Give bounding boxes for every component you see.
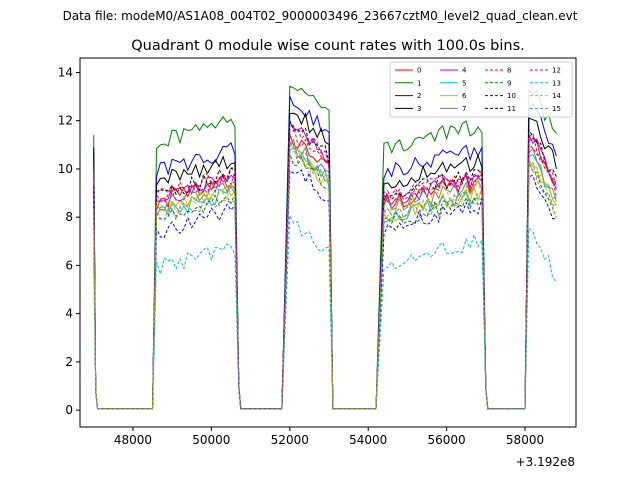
series-line-4: [93, 119, 557, 410]
series-line-5: [93, 147, 557, 410]
x-tick-label: 58000: [506, 433, 544, 447]
chart-title: Quadrant 0 module wise count rates with …: [131, 38, 525, 54]
x-tick-label: 50000: [192, 433, 230, 447]
y-tick-label: 0: [65, 403, 73, 417]
legend-label-12: 12: [552, 67, 561, 75]
legend-label-5: 5: [462, 79, 466, 87]
series-line-15: [93, 139, 557, 410]
legend-box: [389, 61, 573, 118]
x-tick-label: 52000: [271, 433, 309, 447]
series-line-8: [93, 121, 557, 410]
legend-label-3: 3: [417, 105, 421, 113]
series-line-9: [93, 153, 557, 410]
y-tick-label: 14: [58, 65, 73, 79]
legend-label-7: 7: [462, 105, 466, 113]
legend-label-2: 2: [417, 92, 421, 100]
y-axis: 0 2 4 6 8 10 12 14: [58, 65, 80, 417]
series-lines: [93, 85, 557, 410]
legend-label-14: 14: [552, 92, 561, 100]
plot-frame: [79, 57, 577, 428]
y-tick-label: 6: [65, 258, 73, 272]
y-tick-label: 2: [65, 355, 73, 369]
legend-label-11: 11: [507, 105, 516, 113]
x-tick-label: 54000: [349, 433, 387, 447]
y-tick-label: 4: [65, 307, 73, 321]
legend-label-4: 4: [462, 67, 467, 75]
figure-suptitle: Data file: modeM0/AS1A08_004T02_90000034…: [63, 9, 578, 23]
legend-label-8: 8: [507, 67, 511, 75]
x-axis-offset-text: +3.192e8: [516, 455, 575, 469]
legend-label-0: 0: [417, 67, 421, 75]
y-tick-label: 8: [65, 210, 73, 224]
x-tick-label: 56000: [428, 433, 466, 447]
legend-label-15: 15: [552, 105, 561, 113]
legend-label-9: 9: [507, 79, 511, 87]
x-tick-label: 48000: [114, 433, 152, 447]
legend-label-13: 13: [552, 79, 561, 87]
y-tick-label: 12: [58, 114, 73, 128]
series-line-11: [93, 120, 557, 410]
series-line-2: [93, 96, 557, 410]
series-line-12: [93, 129, 557, 410]
legend-label-1: 1: [417, 79, 421, 87]
y-tick-label: 10: [58, 162, 73, 176]
series-line-6: [93, 141, 557, 410]
series-line-1: [93, 85, 557, 410]
series-line-13: [93, 213, 557, 410]
legend-label-10: 10: [507, 92, 516, 100]
x-axis: 48000 50000 52000 54000 56000 58000: [114, 427, 544, 447]
legend-label-6: 6: [462, 92, 467, 100]
